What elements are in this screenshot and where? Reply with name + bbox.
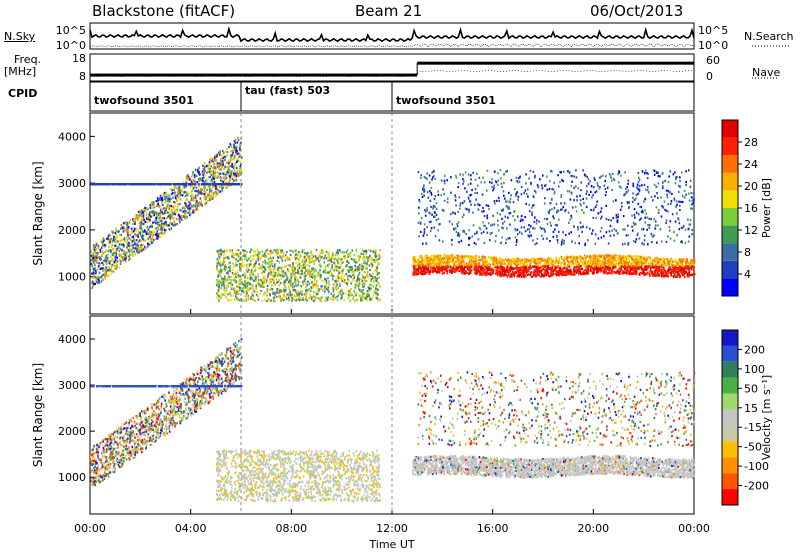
velocity-colorbar-cell	[722, 489, 738, 505]
velocity-colorbar-cell	[722, 425, 738, 442]
xtick-label: 04:00	[175, 522, 207, 535]
velocity-colorbar-label: -50	[744, 441, 762, 454]
xtick-label: 20:00	[577, 522, 609, 535]
power-colorbar-label: 20	[744, 180, 758, 193]
power-heatmap	[90, 136, 696, 303]
velocity-colorbar-cell	[722, 377, 738, 394]
nsky-trace	[89, 26, 695, 43]
power-colorbar-cell	[722, 155, 738, 173]
panel-frame	[89, 53, 695, 82]
velocity-colorbar-cell	[722, 330, 738, 346]
nave-tick-top: 60	[706, 54, 720, 67]
power-colorbar-label: 24	[744, 158, 758, 171]
beam-title: Beam 21	[355, 2, 423, 20]
velocity-colorbar-cell	[722, 393, 738, 410]
velocity-colorbar-cell	[722, 441, 738, 458]
velocity-colorbar-cell	[722, 473, 738, 490]
velocity-colorbar-label: 100	[744, 363, 765, 376]
xtick-label: 00:00	[74, 522, 106, 535]
velocity-colorbar-cell	[722, 457, 738, 474]
nave-label: Nave	[752, 66, 781, 79]
power-colorbar-cell	[722, 243, 738, 261]
cpid-label: CPID	[8, 87, 38, 100]
velocity-colorbar-label: -100	[744, 460, 769, 473]
power-colorbar-label: 28	[744, 136, 758, 149]
power-colorbar-cell	[722, 278, 738, 296]
xaxis-label: Time UT	[368, 538, 414, 551]
freq-segment	[90, 73, 418, 77]
power-colorbar-label: 4	[744, 268, 751, 281]
nsky-tick-top: 10^5	[56, 24, 86, 37]
power-colorbar-cell	[722, 225, 738, 244]
power-colorbar-label: 12	[744, 224, 758, 237]
power-colorbar-cell	[722, 190, 738, 208]
nsearch-label: N.Search	[744, 30, 794, 43]
velocity-ytick-label: 2000	[58, 425, 86, 438]
nsearch-tick-top: 10^5	[698, 24, 728, 37]
nave-trace	[89, 70, 695, 77]
cpid-segment-label: twofsound 3501	[396, 94, 496, 107]
velocity-colorbar-frame	[721, 329, 739, 506]
date-title: 06/Oct/2013	[590, 2, 684, 20]
velocity-ytick-label: 1000	[58, 471, 86, 484]
freq-tick-bottom: 8	[79, 70, 86, 83]
nsearch-tick-bottom: 10^0	[698, 39, 728, 52]
velocity-colorbar-title: Velocity [m s⁻¹]	[760, 375, 773, 460]
freq-tick-top: 18	[72, 52, 86, 65]
power-colorbar-label: 16	[744, 202, 758, 215]
nave-tick-bottom: 0	[706, 70, 713, 83]
power-ytick-label: 2000	[58, 224, 86, 237]
xtick-label: 16:00	[477, 522, 509, 535]
power-colorbar-cell	[722, 172, 738, 191]
cpid-segment-label: tau (fast) 503	[245, 84, 330, 97]
xtick-label: 00:00	[678, 522, 710, 535]
cpid-segment-label: twofsound 3501	[94, 94, 194, 107]
power-ylabel: Slant Range [km]	[31, 161, 45, 265]
freq-segment	[417, 61, 694, 65]
velocity-colorbar-label: -15	[744, 421, 762, 434]
power-ytick-label: 4000	[58, 130, 86, 143]
freq-label: Freq.	[14, 53, 42, 66]
velocity-colorbar-label: 50	[744, 382, 758, 395]
xtick-label: 08:00	[275, 522, 307, 535]
freq-unit-label: [MHz]	[4, 65, 37, 78]
velocity-ytick-label: 3000	[58, 379, 86, 392]
power-ytick-label: 3000	[58, 177, 86, 190]
velocity-colorbar-cell	[722, 345, 738, 362]
nsky-tick-bottom: 10^0	[56, 39, 86, 52]
power-colorbar-cell	[722, 120, 738, 138]
velocity-heatmap	[90, 337, 696, 503]
power-ytick-label: 1000	[58, 271, 86, 284]
velocity-colorbar-label: 200	[744, 343, 765, 356]
velocity-colorbar-label: -200	[744, 480, 769, 493]
velocity-colorbar-label: 15	[744, 402, 758, 415]
nsearch-trace	[89, 43, 695, 48]
power-colorbar-cell	[722, 208, 738, 226]
velocity-colorbar-cell	[722, 409, 738, 426]
xtick-label: 12:00	[376, 522, 408, 535]
site-title: Blackstone (fitACF)	[92, 2, 236, 20]
power-colorbar-title: Power [dB]	[760, 178, 773, 238]
velocity-ytick-label: 4000	[58, 333, 86, 346]
power-colorbar-cell	[722, 260, 738, 279]
nsky-label: N.Sky	[4, 30, 36, 43]
velocity-ylabel: Slant Range [km]	[31, 363, 45, 467]
power-colorbar-cell	[722, 137, 738, 156]
velocity-colorbar-cell	[722, 361, 738, 378]
power-colorbar-label: 8	[744, 246, 751, 259]
